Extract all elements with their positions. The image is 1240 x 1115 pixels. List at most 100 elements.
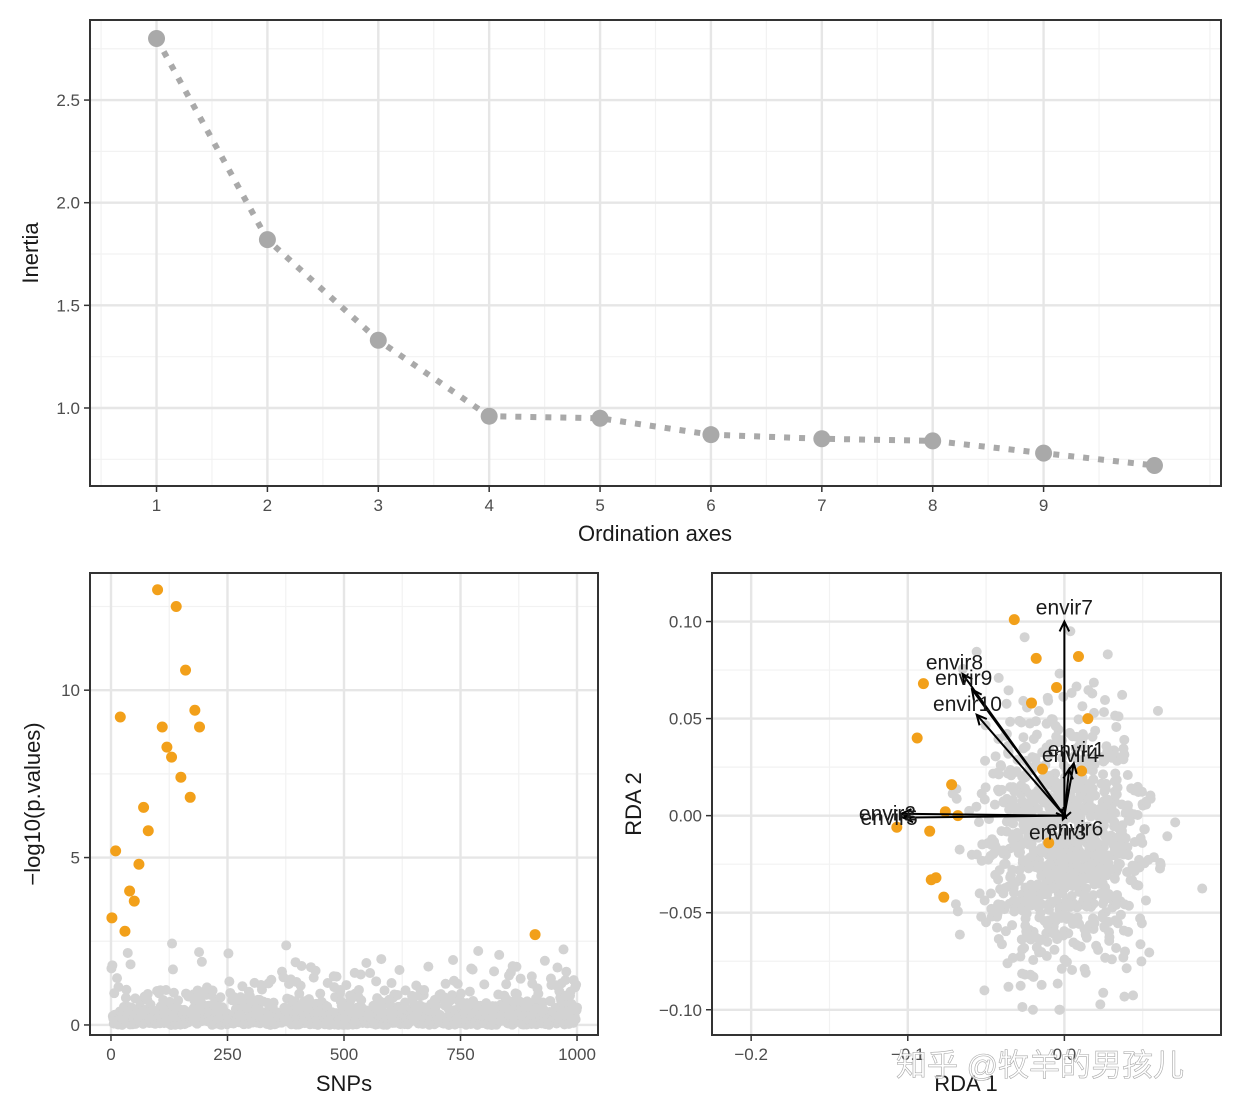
rda-vector-label: envir8	[926, 652, 983, 675]
rda-background-point	[1064, 852, 1075, 863]
rda-background-point	[1055, 911, 1066, 922]
manhattan-y-tick-label: 10	[61, 681, 80, 700]
manhattan-x-tick-label: 1000	[558, 1045, 596, 1064]
rda-background-point	[1112, 863, 1123, 874]
rda-vector-label: envir3	[1029, 822, 1086, 845]
rda-background-point	[1022, 816, 1033, 827]
rda-background-point	[1117, 689, 1128, 700]
manhattan-background-point	[224, 976, 235, 987]
rda-outlier-point	[1036, 763, 1048, 775]
rda-panel-border	[711, 572, 1222, 1036]
rda-background-point	[1078, 852, 1089, 863]
rda-background-point	[1012, 754, 1023, 765]
scree-x-tick-label: 5	[595, 496, 604, 515]
rda-background-point	[1023, 862, 1034, 873]
scree-point	[1145, 456, 1163, 474]
rda-background-point	[1097, 912, 1108, 923]
rda-background-point	[1110, 768, 1121, 779]
rda-background-point	[1045, 883, 1056, 894]
manhattan-x-tick-label: 750	[446, 1045, 474, 1064]
rda-background-point	[988, 768, 999, 779]
rda-background-point	[1084, 778, 1095, 789]
rda-background-point	[1025, 790, 1036, 801]
rda-background-point	[1015, 872, 1026, 883]
rda-background-point	[1106, 954, 1117, 965]
rda-background-point	[957, 663, 968, 674]
rda-background-point	[980, 755, 991, 766]
manhattan-outlier-point	[184, 791, 196, 803]
rda-background-point	[979, 794, 990, 805]
rda-background-point	[1124, 816, 1135, 827]
rda-x-tick-label: −0.1	[891, 1045, 925, 1064]
manhattan-background-point	[479, 979, 490, 990]
rda-background-point	[1071, 837, 1082, 848]
rda-background-point	[1033, 832, 1044, 843]
manhattan-background-point	[281, 940, 292, 951]
rda-background-point	[1015, 847, 1026, 858]
scree-point	[1035, 444, 1053, 462]
rda-background-point	[1077, 755, 1088, 766]
rda-background-point	[1095, 824, 1106, 835]
manhattan-background-point	[447, 990, 458, 1001]
rda-background-point	[1111, 721, 1122, 732]
rda-background-point	[1118, 952, 1129, 963]
scree-point	[258, 231, 276, 249]
rda-background-point	[990, 751, 1001, 762]
scree-line	[153, 37, 1155, 469]
rda-background-point	[1143, 854, 1154, 865]
rda-background-point	[1000, 882, 1011, 893]
rda-background-point	[1020, 783, 1031, 794]
rda-vector-envir5	[903, 814, 1065, 819]
rda-x-tick-label: −0.2	[734, 1045, 768, 1064]
manhattan-background-point	[294, 988, 305, 999]
rda-background-point	[989, 799, 1000, 810]
rda-background-point	[1000, 858, 1011, 869]
manhattan-x-tick-label: 250	[213, 1045, 241, 1064]
rda-background-point	[1122, 770, 1133, 781]
rda-background-point	[1103, 850, 1114, 861]
scree-x-ticks: 1 2 3 4 5 6 7 8 9	[152, 486, 1048, 515]
rda-background-point	[1066, 688, 1077, 699]
rda-vector-label: envir6	[1046, 817, 1103, 840]
rda-background-point	[1015, 951, 1026, 962]
rda-background-point	[1082, 893, 1093, 904]
rda-background-point	[1101, 778, 1112, 789]
rda-background-point	[1023, 798, 1034, 809]
rda-outlier-point	[938, 891, 950, 903]
manhattan-background-point	[361, 958, 372, 969]
rda-background-point	[977, 839, 988, 850]
manhattan-background-point	[455, 988, 466, 999]
manhattan-background-point	[448, 954, 459, 965]
rda-vector-arrowhead	[1058, 619, 1071, 632]
rda-background-point	[1144, 947, 1155, 958]
manhattan-background-point	[572, 1002, 583, 1013]
rda-background-point	[1129, 836, 1140, 847]
rda-background-point	[1008, 887, 1019, 898]
manhattan-outlier-point	[529, 929, 541, 941]
rda-vector-envir10	[975, 714, 1066, 817]
rda-y-tick-label: −0.05	[659, 904, 702, 923]
rda-background-point	[1051, 731, 1062, 742]
rda-panel: envir1 envir2 envir3 envir4 envir5 envir6 envi…	[621, 572, 1222, 1096]
rda-background-point	[976, 855, 987, 866]
manhattan-background-point	[539, 955, 550, 966]
rda-background-point	[971, 646, 982, 657]
rda-background-point	[1107, 806, 1118, 817]
rda-background-point	[1152, 705, 1163, 716]
rda-background-point	[996, 939, 1007, 950]
rda-background-point	[1042, 692, 1053, 703]
manhattan-outlier-point	[180, 664, 192, 676]
rda-background-point	[1067, 900, 1078, 911]
rda-background-point	[1155, 859, 1166, 870]
rda-vector-arrowhead	[961, 672, 973, 685]
rda-background-point	[1020, 913, 1031, 924]
rda-background-point	[1025, 934, 1036, 945]
rda-background-point	[971, 801, 982, 812]
rda-background-point	[1069, 751, 1080, 762]
rda-background-point	[1162, 831, 1173, 842]
rda-vector-label: envir10	[933, 693, 1002, 716]
manhattan-outlier-point	[175, 771, 187, 783]
rda-background-point	[973, 817, 984, 828]
rda-background-point	[964, 805, 975, 816]
